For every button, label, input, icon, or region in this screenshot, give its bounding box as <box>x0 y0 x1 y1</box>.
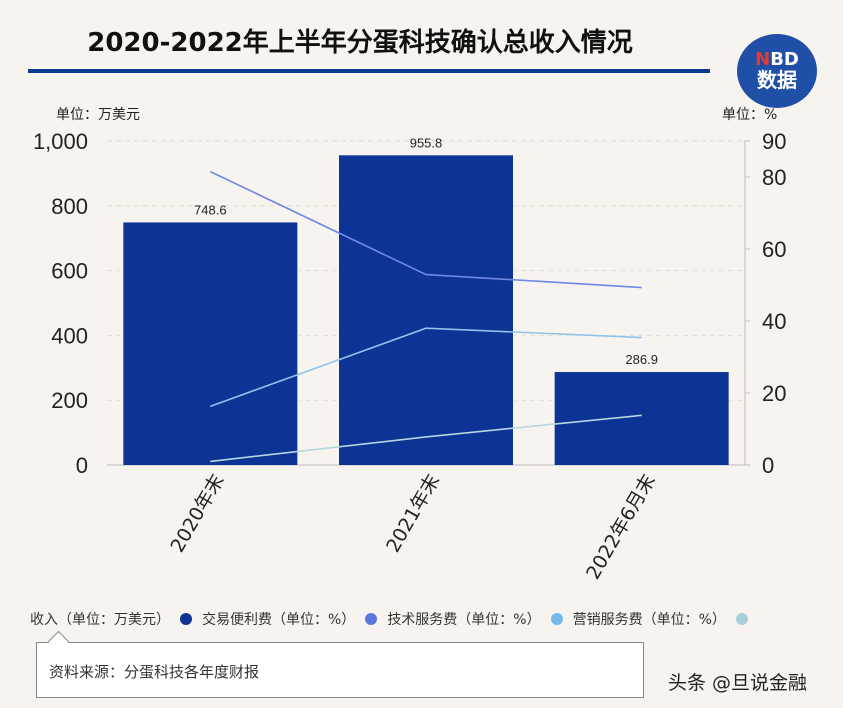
x-category-label: 2021年末 <box>382 471 444 557</box>
y-left-tick-label: 800 <box>51 194 88 219</box>
legend-swatch <box>735 613 748 625</box>
title-underline <box>28 69 710 73</box>
y-left-tick-label: 1,000 <box>33 129 88 154</box>
y-right-tick-label: 90 <box>762 129 786 154</box>
legend-swatch <box>550 613 563 625</box>
bar-data-label: 955.8 <box>410 135 443 150</box>
x-category-label: 2022年6月末 <box>582 471 660 584</box>
x-category-label: 2020年末 <box>166 471 228 557</box>
y-left-tick-label: 200 <box>51 388 88 413</box>
y-right-tick-label: 0 <box>762 453 774 478</box>
legend-label: 营销服务费（单位：%） <box>572 612 726 628</box>
chart-title: 2020-2022年上半年分蛋科技确认总收入情况 <box>87 28 633 58</box>
left-axis-unit: 单位：万美元 <box>56 107 140 123</box>
source-text: 资料来源：分蛋科技各年度财报 <box>49 663 260 681</box>
bar <box>554 372 729 465</box>
legend-label: 交易便利费（单位：%） <box>202 612 356 628</box>
bar-data-label: 286.9 <box>625 352 658 367</box>
y-right-tick-label: 80 <box>762 165 786 190</box>
series-line <box>210 327 642 408</box>
y-right-tick-label: 40 <box>762 309 786 334</box>
y-left-tick-label: 0 <box>76 453 88 478</box>
bar <box>339 155 513 465</box>
series-line <box>209 170 642 289</box>
logo-bottom-text: 数据 <box>757 67 797 92</box>
watermark-text: 头条 @旦说金融 <box>668 672 808 694</box>
y-right-tick-label: 20 <box>762 381 786 406</box>
legend-swatch <box>365 613 378 625</box>
legend-item: 交易便利费（单位：%） <box>202 609 387 629</box>
legend-item: 营销服务费（单位：%） <box>573 609 758 629</box>
right-axis-unit: 单位：% <box>722 107 778 123</box>
source-box: 资料来源：分蛋科技各年度财报 <box>36 642 644 698</box>
bar <box>123 222 298 465</box>
chart-legend: 收入（单位：万美元） 交易便利费（单位：%） 技术服务费（单位：%） 营销服务费（单位… <box>30 608 843 630</box>
chart-canvas: 0 200 400 600 800 1,000 0 20 40 60 80 90 748.6 955.8 2… <box>33 129 787 584</box>
series-line <box>210 414 642 463</box>
y-left-tick-label: 400 <box>51 323 88 348</box>
nbd-logo: NBD 数据 <box>737 34 817 108</box>
legend-item: 收入（单位：万美元） <box>30 609 202 629</box>
y-right-tick-label: 60 <box>762 237 786 262</box>
legend-item: 技术服务费（单位：%） <box>387 609 572 629</box>
bar-data-label: 748.6 <box>194 202 227 217</box>
legend-label: 技术服务费（单位：%） <box>387 612 541 628</box>
y-left-tick-label: 600 <box>51 259 88 284</box>
logo-top-text: NBD <box>755 49 799 71</box>
legend-swatch <box>180 613 192 625</box>
legend-label: 收入（单位：万美元） <box>30 612 170 628</box>
